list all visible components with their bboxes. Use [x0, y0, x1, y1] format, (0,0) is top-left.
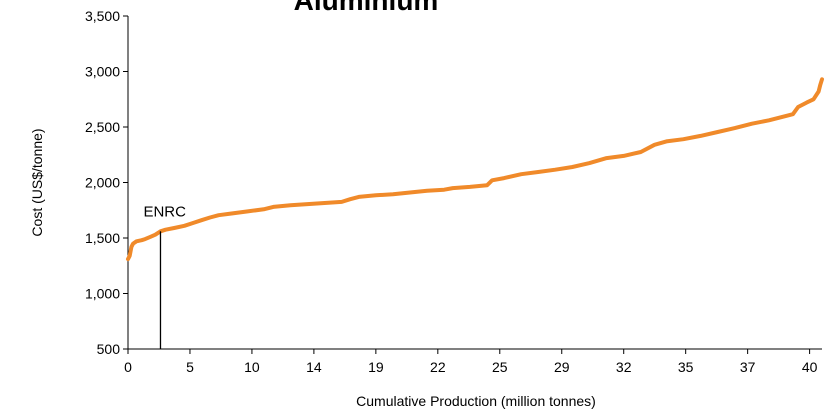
y-tick-label: 2,500	[85, 119, 120, 135]
enrc-label: ENRC	[143, 203, 186, 220]
x-tick-label: 37	[740, 359, 756, 375]
x-tick-label: 14	[306, 359, 322, 375]
y-tick-label: 3,500	[85, 8, 120, 24]
x-tick-label: 25	[492, 359, 508, 375]
chart-title: Aluminium	[294, 0, 439, 16]
plot-area: 500 1,000 1,500 2,000 2,500 3,000 3,500 0 5 10 14 1…	[85, 8, 824, 375]
x-tick-label: 10	[244, 359, 260, 375]
y-tick-label: 2,000	[85, 175, 120, 191]
y-tick-label: 1,000	[85, 286, 120, 302]
x-tick-label: 0	[124, 359, 132, 375]
y-tick-label: 3,000	[85, 64, 120, 80]
y-tick-label: 1,500	[85, 230, 120, 246]
y-tick-label: 500	[97, 341, 121, 357]
x-tick-label: 32	[616, 359, 632, 375]
x-tick-label: 35	[678, 359, 694, 375]
y-axis-title: Cost (US$/tonne)	[29, 128, 45, 236]
cost-curve-line	[126, 77, 824, 262]
x-tick-label: 22	[430, 359, 446, 375]
x-tick-label: 29	[554, 359, 570, 375]
x-tick-label: 5	[186, 359, 194, 375]
x-tick-label: 40	[802, 359, 818, 375]
x-axis-title: Cumulative Production (million tonnes)	[356, 393, 596, 409]
x-tick-label: 19	[368, 359, 384, 375]
